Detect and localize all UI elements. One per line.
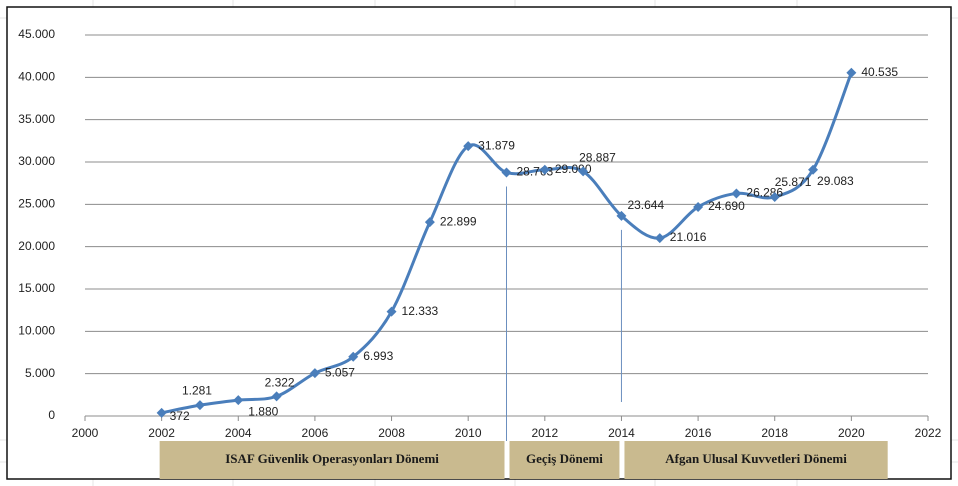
data-label: 24.690	[708, 199, 745, 213]
period-label: ISAF Güvenlik Operasyonları Dönemi	[225, 451, 439, 466]
data-label: 31.879	[478, 138, 515, 152]
x-tick-label: 2006	[302, 426, 329, 440]
data-label: 22.899	[440, 214, 477, 228]
period-band	[159, 441, 505, 479]
x-tick-label: 2020	[838, 426, 865, 440]
data-label: 29.083	[817, 174, 854, 188]
data-label: 2.322	[265, 376, 295, 390]
data-label: 28.887	[579, 151, 616, 165]
data-point	[233, 395, 244, 406]
data-label: 12.333	[402, 304, 439, 318]
data-point	[348, 351, 359, 362]
data-label: 40.535	[861, 65, 898, 79]
data-point	[194, 400, 205, 411]
x-tick-label: 2008	[378, 426, 405, 440]
x-tick-label: 2018	[761, 426, 788, 440]
data-point	[616, 210, 627, 221]
period-band	[624, 441, 888, 479]
y-tick-label: 30.000	[18, 154, 55, 168]
x-tick-label: 2014	[608, 426, 635, 440]
y-tick-label: 45.000	[18, 27, 55, 41]
y-tick-label: 40.000	[18, 70, 55, 84]
x-tick-label: 2010	[455, 426, 482, 440]
period-band	[509, 441, 620, 479]
data-point	[769, 191, 780, 202]
data-point	[731, 188, 742, 199]
x-tick-label: 2002	[148, 426, 175, 440]
data-label: 6.993	[363, 349, 393, 363]
x-tick-label: 2016	[685, 426, 712, 440]
data-point	[309, 368, 320, 379]
y-tick-label: 15.000	[18, 281, 55, 295]
y-tick-label: 5.000	[25, 366, 55, 380]
data-point	[846, 67, 857, 78]
y-tick-label: 0	[48, 408, 55, 422]
data-point	[539, 164, 550, 175]
data-point	[463, 141, 474, 152]
chart-frame	[6, 6, 952, 480]
data-label: 372	[170, 409, 190, 423]
y-tick-label: 35.000	[18, 112, 55, 126]
data-label: 1.880	[248, 404, 278, 418]
data-point	[654, 233, 665, 244]
data-point	[808, 164, 819, 175]
y-tick-label: 10.000	[18, 324, 55, 338]
data-label: 1.281	[182, 383, 212, 397]
data-label: 21.016	[670, 230, 707, 244]
x-tick-label: 2004	[225, 426, 252, 440]
period-label: Geçiş Dönemi	[526, 451, 603, 466]
data-point	[693, 201, 704, 212]
x-tick-label: 2012	[531, 426, 558, 440]
data-point	[501, 167, 512, 178]
data-point	[156, 407, 167, 418]
data-label: 25.871	[775, 175, 812, 189]
data-point	[386, 306, 397, 317]
data-label: 5.057	[325, 365, 355, 379]
x-tick-label: 2000	[72, 426, 99, 440]
x-tick-label: 2022	[915, 426, 942, 440]
data-label: 23.644	[627, 198, 664, 212]
y-tick-label: 25.000	[18, 197, 55, 211]
data-point	[578, 166, 589, 177]
data-point	[424, 217, 435, 228]
data-point	[271, 391, 282, 402]
y-tick-label: 20.000	[18, 239, 55, 253]
period-label: Afgan Ulusal Kuvvetleri Dönemi	[665, 451, 847, 466]
data-label: 28.763	[517, 165, 554, 179]
